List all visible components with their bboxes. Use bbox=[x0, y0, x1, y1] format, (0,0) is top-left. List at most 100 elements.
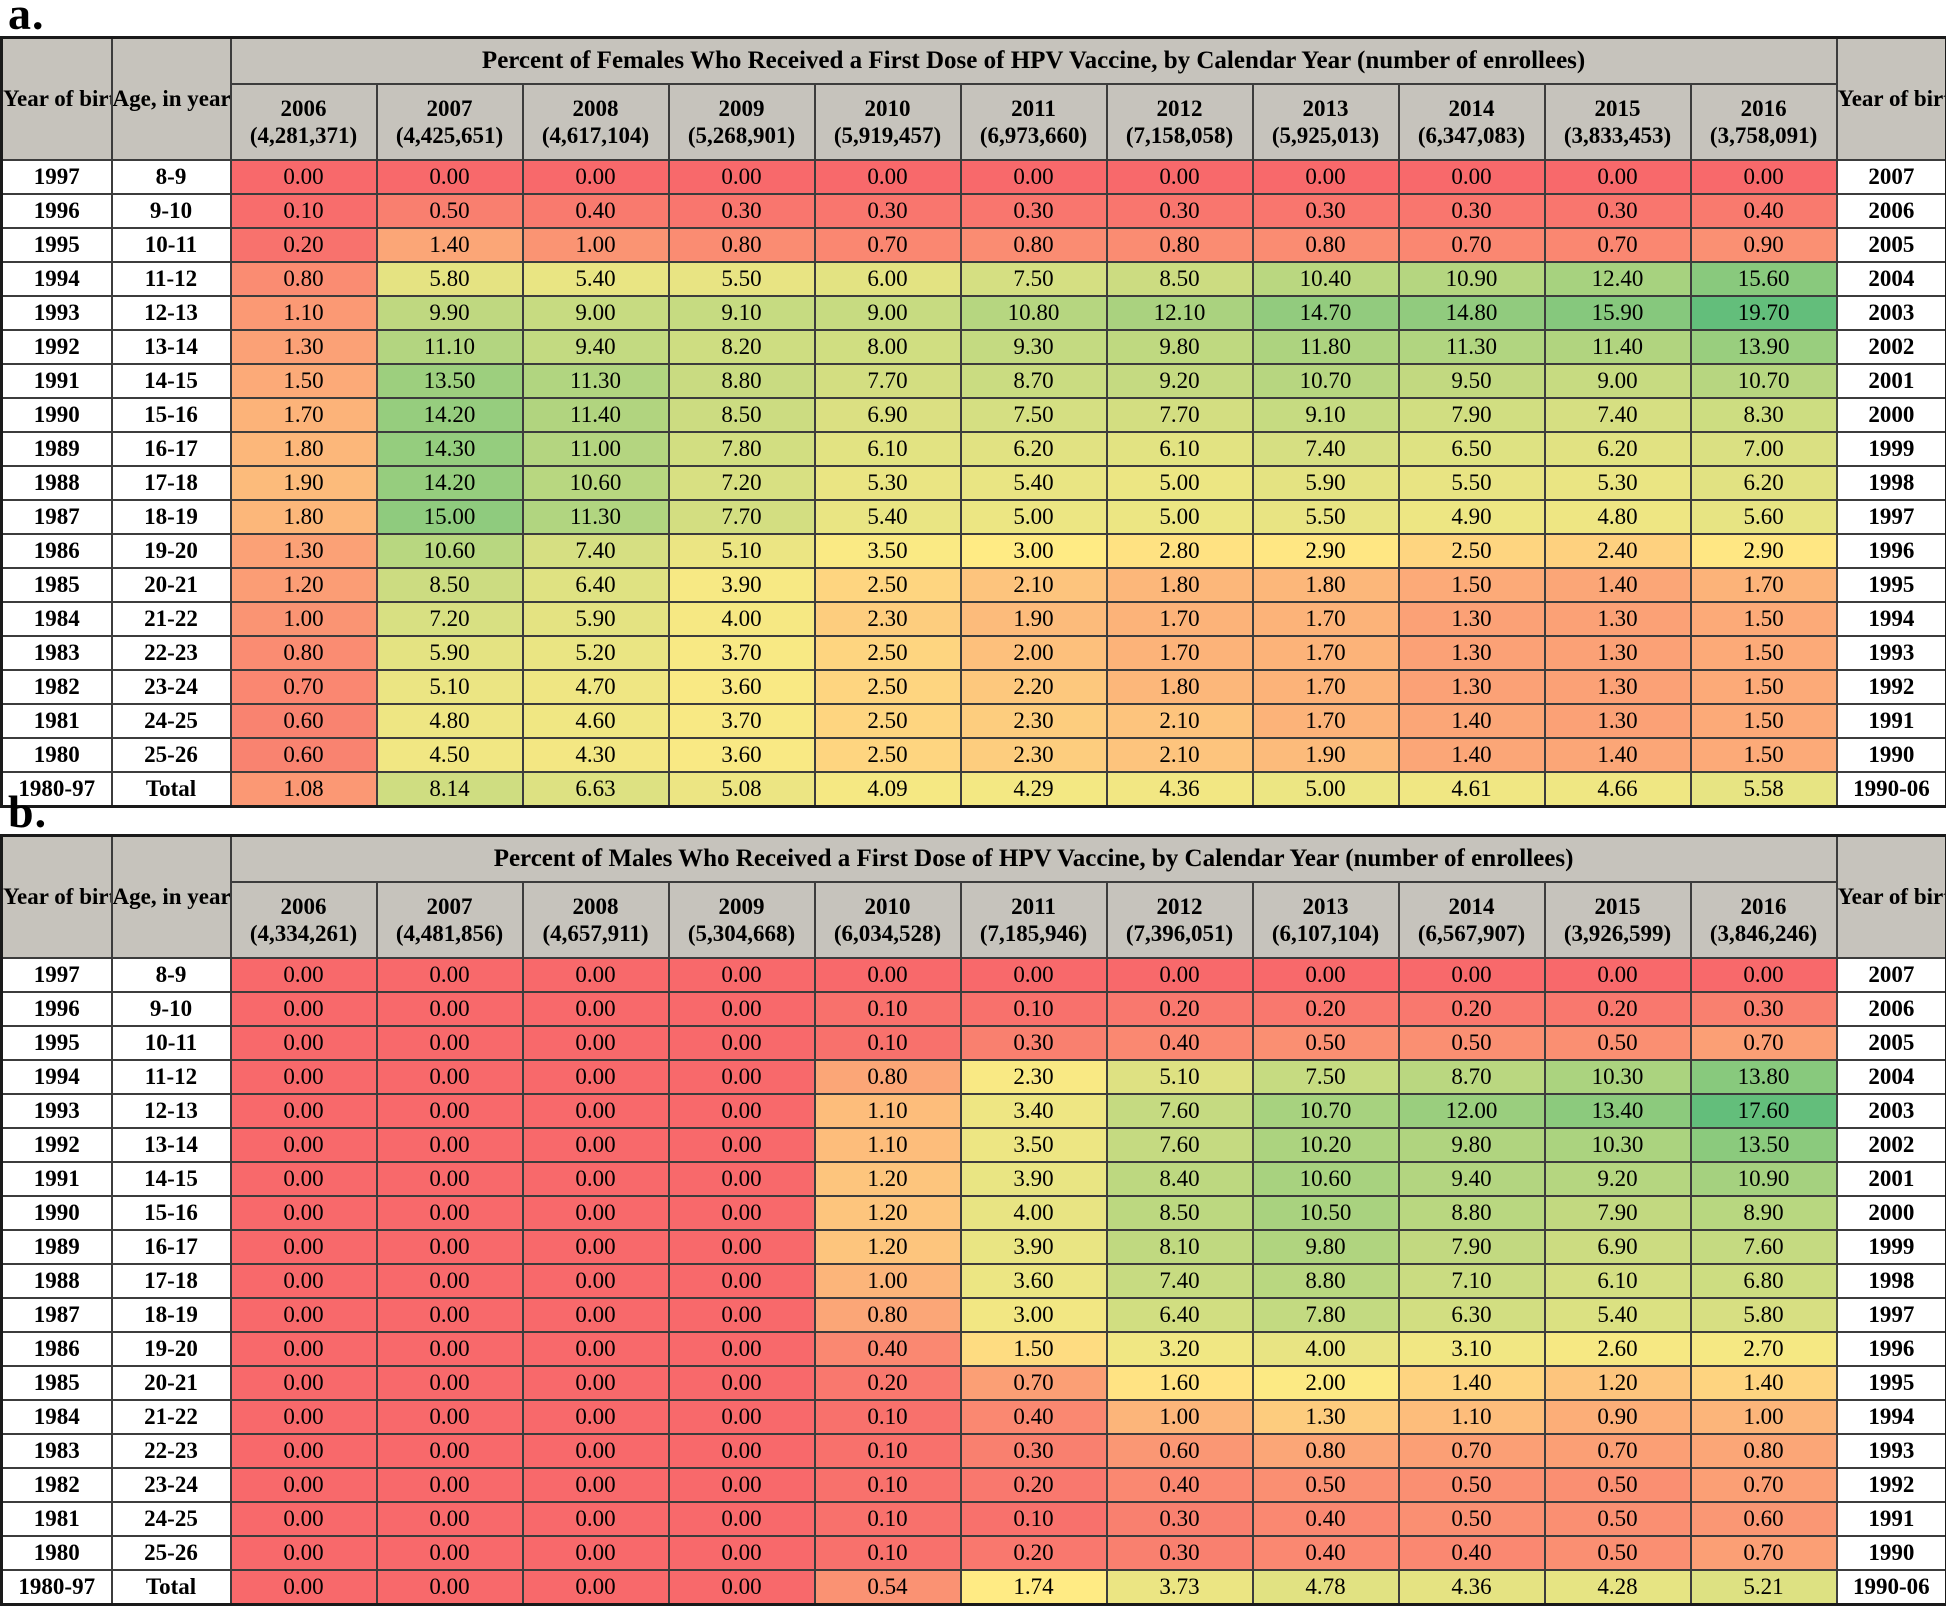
heatmap-cell: 2.50 bbox=[1399, 534, 1545, 568]
enrollee-count: (6,973,660) bbox=[962, 122, 1106, 149]
row-age-range: 9-10 bbox=[112, 992, 231, 1026]
heatmap-cell: 8.50 bbox=[1107, 262, 1253, 296]
heatmap-cell: 0.00 bbox=[523, 1332, 669, 1366]
row-birth-year-2006: 1995 bbox=[2, 228, 112, 262]
heatmap-cell: 5.80 bbox=[377, 262, 523, 296]
year-label: 2007 bbox=[378, 893, 522, 920]
heatmap-cell: 2.90 bbox=[1253, 534, 1399, 568]
heatmap-cell: 1.20 bbox=[231, 568, 377, 602]
heatmap-cell: 6.20 bbox=[1691, 466, 1837, 500]
heatmap-cell: 0.80 bbox=[1691, 1434, 1837, 1468]
heatmap-cell: 2.10 bbox=[961, 568, 1107, 602]
year-label: 2012 bbox=[1108, 95, 1252, 122]
row-age-range: 8-9 bbox=[112, 160, 231, 194]
heatmap-cell: 1.10 bbox=[231, 296, 377, 330]
heatmap-cell: 10.60 bbox=[1253, 1162, 1399, 1196]
year-label: 2009 bbox=[670, 95, 814, 122]
heatmap-cell: 0.00 bbox=[669, 1536, 815, 1570]
heatmap-cell: 7.50 bbox=[961, 262, 1107, 296]
enrollee-count: (7,185,946) bbox=[962, 920, 1106, 947]
heatmap-cell: 3.60 bbox=[669, 670, 815, 704]
year-column-header: 2014(6,347,083) bbox=[1399, 84, 1545, 160]
year-label: 2007 bbox=[378, 95, 522, 122]
heatmap-cell: 5.80 bbox=[1691, 1298, 1837, 1332]
heatmap-cell: 0.00 bbox=[377, 1264, 523, 1298]
row-age-range: 23-24 bbox=[112, 670, 231, 704]
row-age-range: 16-17 bbox=[112, 432, 231, 466]
heatmap-cell: 6.50 bbox=[1399, 432, 1545, 466]
heatmap-cell: 4.80 bbox=[377, 704, 523, 738]
heatmap-cell: 4.00 bbox=[669, 602, 815, 636]
row-birth-year-2016: 1997 bbox=[1837, 500, 1946, 534]
heatmap-cell: 0.10 bbox=[961, 992, 1107, 1026]
heatmap-cell: 0.30 bbox=[815, 194, 961, 228]
row-birth-year-2016: 2000 bbox=[1837, 398, 1946, 432]
year-label: 2016 bbox=[1692, 95, 1836, 122]
heatmap-cell: 8.70 bbox=[961, 364, 1107, 398]
heatmap-cell: 1.70 bbox=[1107, 636, 1253, 670]
row-age-range: 16-17 bbox=[112, 1230, 231, 1264]
heatmap-cell: 0.80 bbox=[815, 1060, 961, 1094]
heatmap-cell: 2.40 bbox=[1545, 534, 1691, 568]
heatmap-cell: 0.00 bbox=[231, 1366, 377, 1400]
heatmap-cell: 0.00 bbox=[523, 1366, 669, 1400]
heatmap-cell: 1.10 bbox=[1399, 1400, 1545, 1434]
heatmap-cell: 0.00 bbox=[523, 1502, 669, 1536]
heatmap-cell: 0.30 bbox=[1107, 1502, 1253, 1536]
heatmap-cell: 1.50 bbox=[1691, 602, 1837, 636]
heatmap-cell: 7.40 bbox=[1107, 1264, 1253, 1298]
heatmap-cell: 6.80 bbox=[1691, 1264, 1837, 1298]
heatmap-cell: 7.60 bbox=[1107, 1094, 1253, 1128]
heatmap-cell: 4.78 bbox=[1253, 1570, 1399, 1605]
heatmap-cell: 0.50 bbox=[1399, 1502, 1545, 1536]
heatmap-cell: 2.50 bbox=[815, 568, 961, 602]
heatmap-cell: 3.50 bbox=[815, 534, 961, 568]
row-birth-year-2006: 1981 bbox=[2, 704, 112, 738]
heatmap-cell: 0.70 bbox=[1399, 228, 1545, 262]
heatmap-cell: 1.10 bbox=[815, 1094, 961, 1128]
heatmap-cell: 3.70 bbox=[669, 636, 815, 670]
row-birth-year-2006: 1983 bbox=[2, 1434, 112, 1468]
heatmap-cell: 4.50 bbox=[377, 738, 523, 772]
year-label: 2009 bbox=[670, 893, 814, 920]
enrollee-count: (7,396,051) bbox=[1108, 920, 1252, 947]
enrollee-count: (4,281,371) bbox=[232, 122, 376, 149]
heatmap-cell: 11.00 bbox=[523, 432, 669, 466]
heatmap-cell: 3.00 bbox=[961, 1298, 1107, 1332]
heatmap-cell: 1.00 bbox=[1691, 1400, 1837, 1434]
heatmap-cell: 0.00 bbox=[1545, 160, 1691, 194]
row-birth-year-2016: 2007 bbox=[1837, 958, 1946, 992]
heatmap-cell: 9.50 bbox=[1399, 364, 1545, 398]
heatmap-cell: 0.80 bbox=[815, 1298, 961, 1332]
heatmap-table-males: Year of birth in column 2006Age, in year… bbox=[0, 834, 1946, 1606]
row-birth-year-2006: 1992 bbox=[2, 1128, 112, 1162]
heatmap-cell: 1.50 bbox=[961, 1332, 1107, 1366]
row-birth-year-2016: 2004 bbox=[1837, 262, 1946, 296]
row-birth-year-2006: 1994 bbox=[2, 1060, 112, 1094]
row-age-range: 22-23 bbox=[112, 636, 231, 670]
heatmap-cell: 2.70 bbox=[1691, 1332, 1837, 1366]
heatmap-cell: 2.10 bbox=[1107, 738, 1253, 772]
heatmap-cell: 0.00 bbox=[815, 958, 961, 992]
heatmap-cell: 2.30 bbox=[815, 602, 961, 636]
heatmap-cell: 4.80 bbox=[1545, 500, 1691, 534]
row-birth-year-2016: 2006 bbox=[1837, 992, 1946, 1026]
heatmap-cell: 6.40 bbox=[523, 568, 669, 602]
heatmap-cell: 9.20 bbox=[1107, 364, 1253, 398]
heatmap-cell: 0.50 bbox=[1545, 1026, 1691, 1060]
heatmap-cell: 2.20 bbox=[961, 670, 1107, 704]
heatmap-cell: 0.00 bbox=[1399, 160, 1545, 194]
heatmap-cell: 0.50 bbox=[1545, 1502, 1691, 1536]
year-label: 2006 bbox=[232, 95, 376, 122]
age-column-header: Age, in years bbox=[112, 836, 231, 959]
heatmap-cell: 0.00 bbox=[377, 1128, 523, 1162]
heatmap-cell: 0.00 bbox=[1107, 958, 1253, 992]
heatmap-cell: 0.00 bbox=[231, 1060, 377, 1094]
heatmap-cell: 13.90 bbox=[1691, 330, 1837, 364]
